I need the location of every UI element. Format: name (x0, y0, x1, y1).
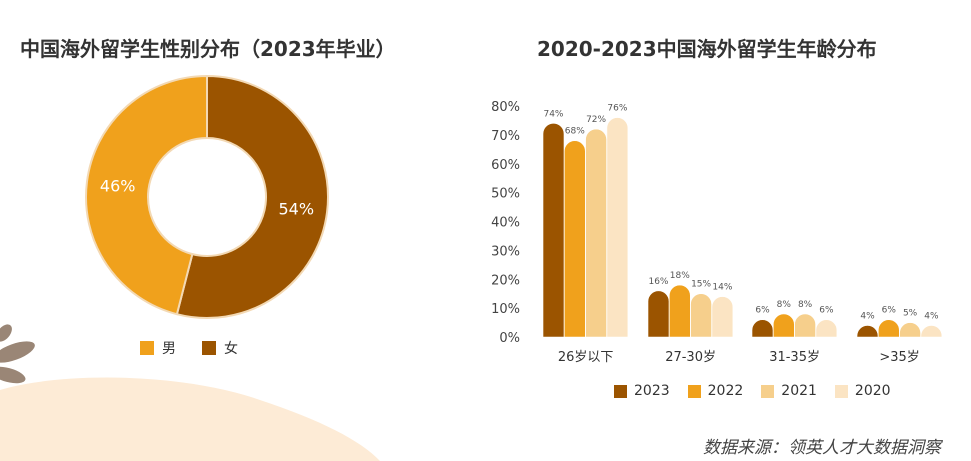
legend-item-male: 男 (140, 338, 176, 358)
bar-2020-3 (920, 325, 943, 338)
bar-2022-1 (669, 284, 691, 338)
x-category-label: >35岁 (879, 350, 919, 365)
legend-swatch-2022 (687, 384, 701, 398)
bar-2021-0 (585, 128, 607, 338)
x-category-label: 31-35岁 (769, 350, 820, 365)
legend-swatch-2021 (761, 384, 775, 398)
bar-2022-2 (773, 313, 795, 338)
bar-value-label: 5% (903, 309, 918, 319)
bar-2020-1 (711, 296, 734, 338)
bar-value-label: 8% (777, 300, 792, 310)
bar-2020-2 (815, 319, 838, 338)
x-category-label: 26岁以下 (558, 350, 614, 365)
donut-slice-male (85, 74, 208, 316)
legend-label-2021: 2021 (781, 383, 817, 399)
y-tick-label: 30% (491, 244, 520, 259)
donut-label-male: 46% (100, 177, 136, 196)
bar-value-label: 76% (607, 104, 627, 114)
legend-swatch-male (140, 341, 154, 355)
legend-item-2021: 2021 (761, 383, 817, 399)
donut-slice-female (175, 74, 329, 319)
leaf-decoration (0, 324, 35, 384)
y-tick-label: 0% (499, 331, 520, 346)
bar-2023-1 (647, 290, 670, 338)
legend-swatch-female (202, 341, 216, 355)
bar-value-label: 6% (819, 306, 834, 316)
bar-value-label: 68% (565, 127, 585, 137)
bar-value-label: 18% (670, 271, 690, 281)
legend-label-2020: 2020 (854, 383, 891, 399)
x-category-label: 27-30岁 (665, 350, 716, 365)
legend-item-2020: 2020 (834, 383, 891, 399)
legend-label-2022: 2022 (707, 383, 744, 399)
legend-label-male: 男 (162, 341, 176, 357)
y-tick-label: 60% (491, 158, 520, 173)
bar-value-label: 72% (586, 115, 606, 125)
bar-2021-3 (899, 322, 921, 338)
legend-swatch-2020 (834, 384, 848, 398)
bar-value-label: 14% (712, 283, 732, 293)
bar-2023-3 (856, 325, 879, 338)
y-tick-label: 80% (491, 100, 520, 115)
data-source: 数据来源：领英人才大数据洞察 (703, 438, 941, 458)
y-tick-label: 70% (491, 129, 520, 144)
y-tick-label: 50% (491, 187, 520, 202)
legend-label-female: 女 (224, 341, 238, 357)
bar-2020-0 (606, 117, 629, 338)
bar-2023-2 (751, 319, 774, 338)
bar-value-label: 6% (755, 306, 770, 316)
bar-value-label: 15% (691, 280, 711, 290)
bar-legend: 2023 2022 2021 2020 (614, 383, 909, 399)
donut-legend: 男 女 (140, 338, 264, 358)
legend-item-2023: 2023 (614, 383, 670, 399)
bar-2022-3 (878, 319, 900, 338)
bar-chart-title: 2020-2023中国海外留学生年龄分布 (537, 37, 877, 61)
legend-item-2022: 2022 (687, 383, 744, 399)
bar-value-label: 8% (798, 300, 813, 310)
bar-value-label: 16% (648, 277, 668, 287)
bar-2021-1 (690, 293, 712, 338)
bar-2023-0 (542, 123, 565, 338)
legend-item-female: 女 (202, 338, 238, 358)
donut-label-female: 54% (279, 199, 315, 218)
legend-swatch-2023 (614, 384, 627, 398)
y-tick-label: 20% (491, 273, 520, 288)
y-tick-label: 40% (491, 216, 520, 231)
y-tick-label: 10% (491, 302, 520, 317)
bar-2021-2 (794, 313, 816, 338)
bar-value-label: 74% (543, 109, 563, 119)
bar-2022-0 (564, 140, 586, 338)
bar-value-label: 4% (860, 311, 875, 321)
legend-label-2023: 2023 (634, 383, 670, 399)
bar-value-label: 4% (924, 311, 939, 321)
bar-value-label: 6% (882, 306, 897, 316)
donut-chart-title: 中国海外留学生性别分布（2023年毕业） (20, 37, 396, 61)
